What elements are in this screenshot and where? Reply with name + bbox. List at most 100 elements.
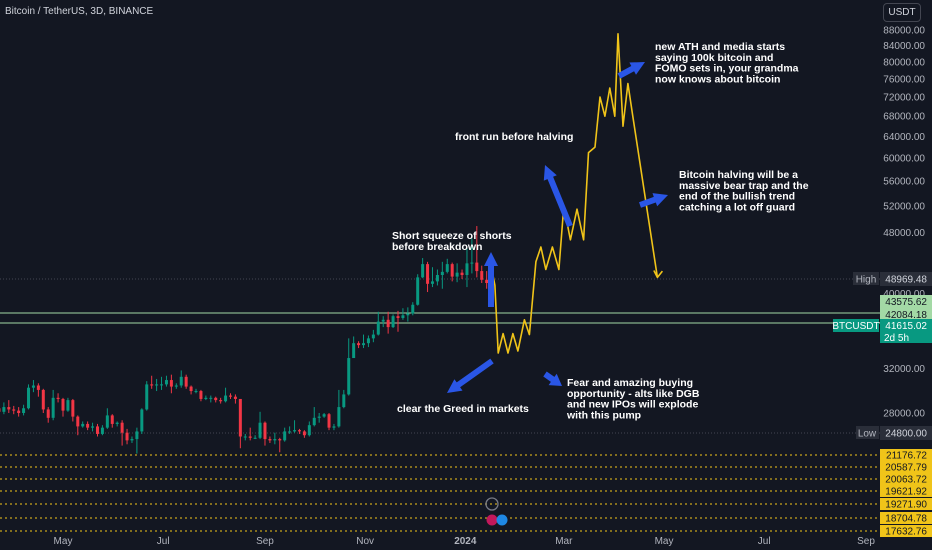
currency-button[interactable]: USDT — [883, 3, 921, 22]
candle — [12, 409, 16, 411]
candle — [381, 319, 385, 322]
symbol-title[interactable]: Bitcoin / TetherUS, 3D, BINANCE — [5, 6, 154, 17]
y-tick-label: 84000.00 — [883, 41, 925, 52]
candle — [41, 389, 45, 410]
y-tick-label: 32000.00 — [883, 364, 925, 375]
last-price-symbol: BTCUSDT — [832, 321, 879, 332]
candle — [357, 343, 361, 346]
candle — [233, 396, 237, 399]
candle — [470, 262, 474, 264]
candle — [46, 409, 50, 418]
candle — [155, 384, 159, 386]
candle — [56, 397, 60, 399]
candle — [278, 439, 282, 441]
high-label: High — [856, 275, 877, 286]
annotation-fear-text: Fear and amazing buying — [567, 377, 693, 389]
candle — [288, 431, 292, 433]
low-tag — [856, 426, 879, 439]
candle — [302, 431, 306, 436]
candle — [130, 439, 134, 441]
candle — [174, 385, 178, 387]
candle — [71, 400, 75, 417]
economic-event-icon[interactable] — [485, 497, 499, 511]
arrow-clear-greed — [447, 358, 494, 393]
candle — [460, 272, 464, 276]
annotation-fear-text: and new IPOs will explode — [567, 399, 698, 411]
candle — [248, 436, 252, 438]
level-tag — [880, 308, 932, 321]
y-tick-label: 48000.00 — [883, 228, 925, 239]
x-tick-label: Mar — [555, 536, 573, 547]
candle — [61, 398, 65, 411]
candle — [184, 376, 188, 387]
candle — [120, 422, 124, 433]
candle — [416, 277, 420, 305]
candle — [51, 397, 55, 418]
candle — [258, 422, 262, 438]
candle — [95, 426, 99, 434]
arrow-bear-trap — [639, 193, 668, 208]
candle — [406, 313, 410, 316]
y-tick-label: 76000.00 — [883, 75, 925, 86]
candle — [36, 385, 40, 390]
candle — [362, 343, 366, 346]
x-tick-label: Jul — [157, 536, 170, 547]
level-tag — [880, 295, 932, 308]
candle — [455, 272, 459, 277]
candle — [322, 414, 326, 417]
level-label: 43575.62 — [885, 297, 927, 308]
candle — [396, 316, 400, 318]
candle — [293, 430, 297, 432]
annotation-ath-text: new ATH and media starts — [655, 41, 785, 53]
candle — [164, 380, 168, 385]
level-label: 42084.18 — [885, 310, 927, 321]
arrow-front-run — [543, 165, 573, 228]
dotted-level-label: 19621.92 — [885, 487, 927, 498]
annotation-short-squeeze-text: before breakdown — [392, 241, 482, 253]
annotation-ath-text: now knows about bitcoin — [655, 73, 780, 85]
candle — [352, 343, 356, 359]
flag-event-icon[interactable] — [496, 514, 508, 526]
low-value: 24800.00 — [885, 429, 927, 440]
candle — [475, 262, 479, 272]
candle — [273, 439, 277, 441]
high-value-tag — [880, 272, 932, 286]
candle — [204, 397, 208, 399]
y-tick-label: 28000.00 — [883, 409, 925, 420]
projection-path — [490, 32, 664, 354]
candle — [263, 422, 267, 440]
dotted-level-label: 20063.72 — [885, 475, 927, 486]
candle — [86, 423, 90, 428]
x-tick-label: Nov — [356, 536, 374, 547]
candle — [440, 271, 444, 276]
annotation-ath-text: saying 100k bitcoin and — [655, 52, 773, 64]
candle — [243, 436, 247, 438]
candle — [327, 414, 331, 428]
flag-event-icon[interactable] — [486, 514, 498, 526]
candle — [386, 319, 390, 328]
dotted-level-label: 19271.90 — [885, 500, 927, 511]
dotted-level-tag — [880, 512, 932, 524]
candle — [450, 264, 454, 277]
y-tick-label: 88000.00 — [883, 26, 925, 37]
candle — [100, 427, 104, 434]
dotted-level-tag — [880, 485, 932, 497]
candle — [435, 275, 439, 282]
dotted-level-label: 20587.79 — [885, 463, 927, 474]
dotted-level-tag — [880, 498, 932, 510]
dotted-level-tag — [880, 461, 932, 473]
candle — [307, 425, 311, 436]
candle — [105, 415, 109, 428]
candle — [31, 385, 35, 388]
candle — [347, 358, 351, 395]
candle — [115, 422, 119, 424]
dotted-level-tag — [880, 525, 932, 537]
candle — [169, 380, 173, 387]
candle — [485, 279, 489, 284]
candle — [125, 432, 129, 441]
y-tick-label: 40000.00 — [883, 289, 925, 300]
candle — [411, 304, 415, 314]
candle — [376, 321, 380, 335]
y-tick-label: 68000.00 — [883, 112, 925, 123]
